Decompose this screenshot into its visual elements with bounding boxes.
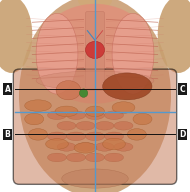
- Ellipse shape: [55, 106, 78, 117]
- Ellipse shape: [25, 100, 51, 111]
- Ellipse shape: [25, 113, 44, 125]
- Ellipse shape: [48, 153, 66, 162]
- Ellipse shape: [103, 73, 152, 100]
- Ellipse shape: [86, 132, 104, 141]
- Ellipse shape: [95, 122, 114, 130]
- Ellipse shape: [114, 122, 133, 130]
- Ellipse shape: [66, 111, 86, 119]
- Ellipse shape: [158, 0, 190, 73]
- Circle shape: [79, 89, 88, 97]
- Ellipse shape: [0, 0, 32, 73]
- Ellipse shape: [114, 142, 133, 151]
- Ellipse shape: [19, 0, 171, 192]
- Ellipse shape: [86, 106, 104, 117]
- Ellipse shape: [74, 142, 97, 153]
- Ellipse shape: [62, 169, 128, 188]
- Ellipse shape: [66, 153, 86, 162]
- Ellipse shape: [76, 142, 95, 151]
- Ellipse shape: [66, 132, 86, 141]
- Ellipse shape: [36, 71, 154, 90]
- Ellipse shape: [105, 153, 124, 162]
- Ellipse shape: [57, 142, 76, 151]
- FancyBboxPatch shape: [86, 12, 104, 88]
- Ellipse shape: [46, 139, 68, 149]
- Ellipse shape: [48, 132, 66, 141]
- Text: A: A: [5, 85, 10, 94]
- Ellipse shape: [86, 41, 104, 59]
- Ellipse shape: [76, 122, 95, 130]
- Ellipse shape: [48, 111, 66, 119]
- FancyBboxPatch shape: [13, 69, 177, 184]
- Ellipse shape: [127, 129, 146, 140]
- Ellipse shape: [95, 142, 114, 151]
- Ellipse shape: [105, 111, 124, 119]
- Ellipse shape: [133, 113, 152, 125]
- Ellipse shape: [36, 13, 78, 94]
- Ellipse shape: [86, 153, 104, 162]
- Ellipse shape: [112, 102, 135, 113]
- Ellipse shape: [56, 81, 81, 100]
- Ellipse shape: [36, 4, 154, 104]
- Text: D: D: [179, 130, 186, 139]
- Text: B: B: [5, 130, 10, 139]
- Text: C: C: [180, 85, 185, 94]
- Ellipse shape: [57, 122, 76, 130]
- Ellipse shape: [105, 132, 124, 141]
- Ellipse shape: [28, 129, 48, 140]
- Ellipse shape: [78, 0, 112, 10]
- Ellipse shape: [86, 111, 104, 119]
- Ellipse shape: [112, 13, 154, 94]
- Ellipse shape: [103, 138, 125, 150]
